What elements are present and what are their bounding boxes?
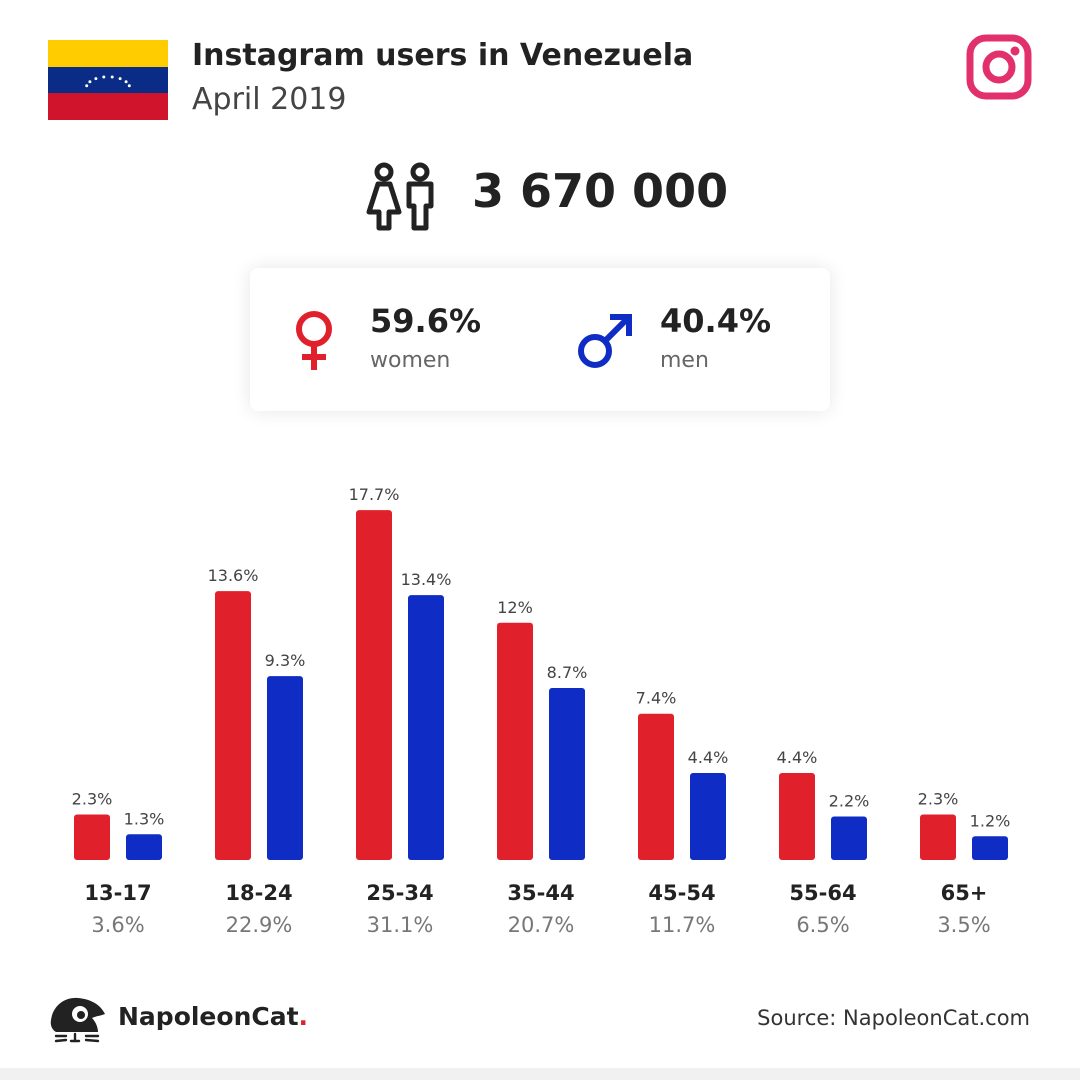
women-bar-55-64 [779,773,815,860]
bottom-band [0,1068,1080,1080]
men-value-label-35-44: 8.7% [547,663,588,682]
women-value-label-13-17: 2.3% [72,790,113,809]
total-users-value: 3 670 000 [472,164,729,218]
instagram-icon [966,34,1032,100]
flag-star [127,84,131,88]
women-bar-18-24 [215,591,251,860]
brand-dot: . [298,1002,309,1031]
men-value-label-45-54: 4.4% [688,748,729,767]
flag-star [124,80,128,84]
category-label-25-34: 25-34 [366,881,433,905]
men-bar-13-17 [126,834,162,860]
men-value-label-55-64: 2.2% [829,792,870,811]
men-bar-45-54 [690,773,726,860]
men-bar-65+ [972,836,1008,860]
men-value-label-65+: 1.2% [970,811,1011,830]
women-label: women [370,348,451,373]
women-value-label-25-34: 17.7% [349,485,400,504]
page-title: Instagram users in Venezuela [192,38,694,73]
category-total-35-44: 20.7% [508,913,575,937]
category-total-25-34: 31.1% [367,913,434,937]
category-label-65+: 65+ [941,881,988,905]
venezuela-flag-icon [48,40,168,120]
category-total-45-54: 11.7% [649,913,716,937]
men-value-label-13-17: 1.3% [124,809,165,828]
brand-name: NapoleonCat. [118,1002,308,1031]
category-total-55-64: 6.5% [796,913,849,937]
category-label-35-44: 35-44 [507,881,574,905]
women-bar-35-44 [497,622,533,860]
category-total-65+: 3.5% [937,913,990,937]
users-icon [366,162,434,231]
women-bar-25-34 [356,510,392,860]
flag-star [102,75,106,79]
men-bar-25-34 [408,595,444,860]
men-bar-18-24 [267,676,303,860]
women-value-label-18-24: 13.6% [208,566,259,585]
gender-card [250,268,830,411]
flag-star [88,80,92,84]
men-percentage: 40.4% [660,302,772,340]
brand-text: NapoleonCat [118,1002,299,1031]
category-label-45-54: 45-54 [648,881,715,905]
women-bar-65+ [920,814,956,860]
men-label: men [660,348,709,373]
page-subtitle: April 2019 [192,82,347,117]
women-value-label-55-64: 4.4% [777,748,818,767]
men-bar-35-44 [549,688,585,860]
women-percentage: 59.6% [370,302,482,340]
age-gender-bar-chart: 2.3% 1.3% 13-17 3.6% 13.6% 9.3% 18-24 22.9% 17.7… [72,485,1011,937]
category-label-55-64: 55-64 [789,881,856,905]
flag-star [118,77,122,81]
category-total-18-24: 22.9% [226,913,293,937]
male-symbol-icon [578,314,632,368]
flag-star [94,77,98,81]
women-value-label-35-44: 12% [497,598,533,617]
women-value-label-65+: 2.3% [918,790,959,809]
flag-star [110,75,114,79]
women-bar-45-54 [638,713,674,860]
flag-star [85,84,89,88]
napoleoncat-logo-icon [50,997,105,1043]
category-total-13-17: 3.6% [91,913,144,937]
men-bar-55-64 [831,816,867,860]
men-value-label-18-24: 9.3% [265,651,306,670]
female-symbol-icon [296,311,332,370]
category-label-13-17: 13-17 [84,881,151,905]
category-label-18-24: 18-24 [225,881,292,905]
men-value-label-25-34: 13.4% [401,570,452,589]
women-value-label-45-54: 7.4% [636,689,677,708]
women-bar-13-17 [74,814,110,860]
source-credit: Source: NapoleonCat.com [757,1006,1030,1030]
